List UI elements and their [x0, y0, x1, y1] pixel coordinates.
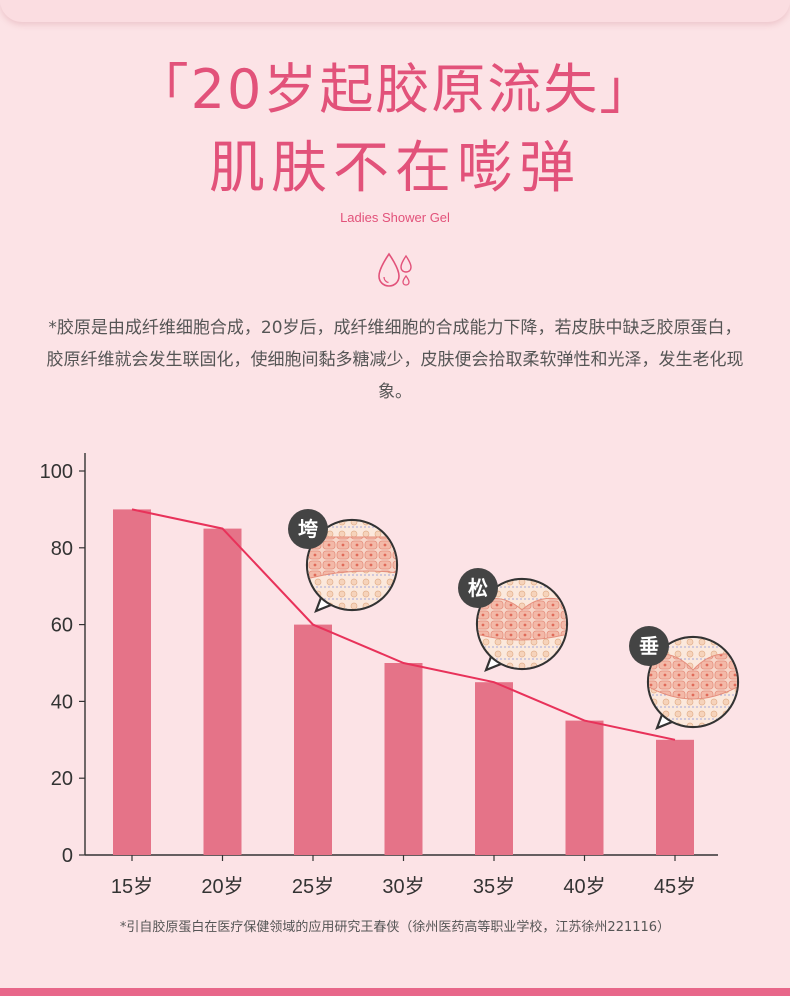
- y-tick-label: 0: [62, 845, 73, 867]
- collagen-chart: 0 20 40 60 80 100 15岁 20岁 25岁 30岁 35岁 40岁 45岁 垮松垂: [40, 453, 740, 898]
- page-title: 「20岁起胶原流失」: [134, 58, 656, 121]
- x-tick-label: 25岁: [292, 875, 334, 898]
- trend-line: [131, 508, 676, 741]
- skin-bubble-垮: 垮: [288, 509, 399, 613]
- y-tick-label: 20: [51, 768, 73, 790]
- english-subtitle: Ladies Shower Gel: [340, 210, 450, 225]
- skin-bubble-垂: 垂: [629, 626, 740, 730]
- x-tick-label: 20岁: [201, 875, 243, 898]
- bottom-border: [0, 988, 790, 996]
- reference-footnote: *引自胶原蛋白在医疗保健领域的应用研究王春侠（徐州医药高等职业学校，江苏徐州22…: [119, 920, 671, 935]
- top-banner: [0, 0, 790, 22]
- bar-40岁: [565, 720, 604, 855]
- x-tick-label: 40岁: [563, 875, 605, 898]
- bar-15岁: [113, 509, 151, 855]
- annotation-label: 垮: [298, 517, 318, 541]
- x-tick-label: 30岁: [382, 875, 424, 898]
- page-subtitle: 肌肤不在嘭弹: [209, 136, 581, 201]
- annotation-badge: [629, 626, 669, 666]
- annotation-label: 垂: [639, 634, 659, 658]
- skin-bubble-松: 松: [458, 568, 569, 672]
- bar-20岁: [203, 528, 242, 855]
- annotation-badge: [458, 568, 498, 608]
- x-tick-label: 45岁: [654, 875, 696, 898]
- epidermis-layer: [308, 536, 396, 580]
- y-tick-label: 40: [51, 691, 73, 713]
- y-tick-label: 100: [40, 461, 73, 483]
- bar-35岁: [475, 682, 513, 855]
- annotation-label: 松: [468, 576, 488, 600]
- description-text: *胶原是由成纤维细胞合成，20岁后，成纤维细胞的合成能力下降，若皮肤中缺乏胶原蛋…: [46, 318, 744, 402]
- epidermis-layer: [478, 597, 566, 641]
- y-tick-label: 60: [51, 615, 73, 637]
- water-drops-icon: [378, 252, 412, 287]
- x-tick-label: 35岁: [473, 875, 515, 898]
- bar-45岁: [656, 739, 694, 855]
- bar-25岁: [294, 624, 332, 855]
- annotation-badge: [288, 509, 328, 549]
- bar-30岁: [384, 663, 423, 855]
- x-tick-label: 15岁: [111, 875, 153, 898]
- y-tick-label: 80: [51, 538, 73, 560]
